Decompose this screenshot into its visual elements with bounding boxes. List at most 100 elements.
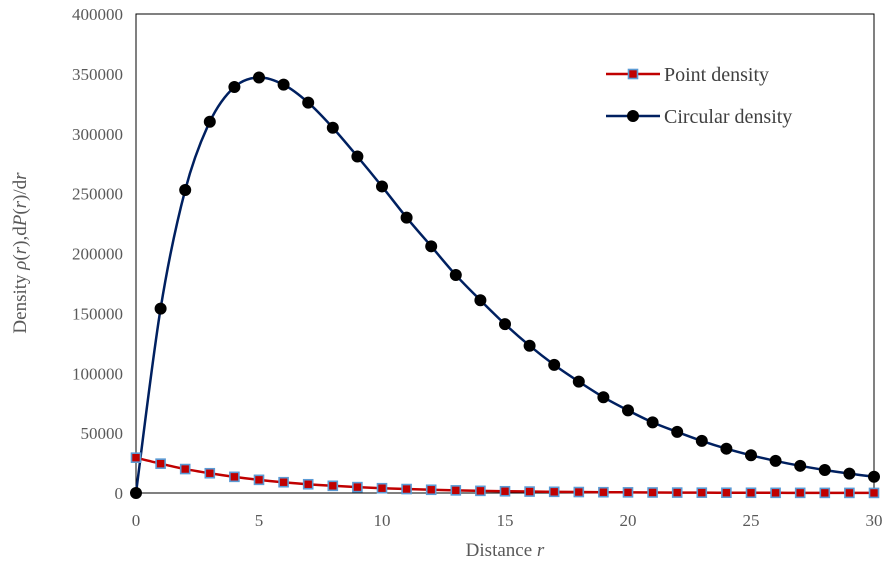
point-density-point <box>425 484 437 496</box>
point-density-point <box>696 487 708 498</box>
x-tick-label: 15 <box>497 511 514 530</box>
point-density-point <box>598 486 609 498</box>
y-tick-label: 50000 <box>81 424 124 443</box>
y-axis-title-part: ( <box>10 254 31 260</box>
point-density-point <box>573 486 585 498</box>
x-tick-label: 10 <box>374 511 391 530</box>
point-density-point <box>745 487 757 499</box>
point-density-point <box>376 482 388 494</box>
x-axis-title: Distance r <box>466 540 545 561</box>
circular-density-point <box>130 487 142 499</box>
point-density-point <box>475 485 486 497</box>
circular-density-point <box>400 211 413 224</box>
point-density-point <box>253 474 265 486</box>
point-density-point <box>794 487 806 499</box>
y-axis-title-part: ρ <box>10 261 31 271</box>
y-tick-label: 0 <box>115 484 124 503</box>
point-density-point <box>499 485 511 497</box>
point-density-point <box>548 486 560 498</box>
circular-density-point <box>499 318 511 331</box>
y-axis-title-part: r <box>10 246 31 254</box>
point-density-point <box>155 458 166 469</box>
circular-density-point <box>794 459 807 472</box>
circular-density-point <box>769 454 782 467</box>
x-tick-label: 25 <box>743 511 760 530</box>
y-axis-title-part: )/d <box>10 179 31 201</box>
circular-density-point <box>179 184 192 197</box>
point-density-point <box>622 487 634 498</box>
point-density-point <box>130 452 142 463</box>
point-density-point <box>524 486 535 497</box>
point-density-point <box>721 487 732 499</box>
circular-density-point <box>548 358 561 371</box>
point-density-point <box>204 467 216 479</box>
circular-density-point <box>253 71 265 84</box>
y-tick-label: 350000 <box>72 65 123 84</box>
y-axis-title-part: ( <box>10 208 31 214</box>
x-tick-label: 5 <box>255 511 264 530</box>
series-layer <box>130 71 880 499</box>
circular-density-point <box>818 464 831 477</box>
x-tick-label: 20 <box>620 511 637 530</box>
point-density-point <box>278 476 289 488</box>
x-axis-ticks: 0 5 10 15 20 25 30 <box>132 511 883 530</box>
point-density-series <box>130 452 880 499</box>
x-tick-label: 0 <box>132 511 141 530</box>
y-axis-title-part: r <box>10 172 31 180</box>
circular-density-point <box>351 150 364 163</box>
circular-density-point <box>474 294 487 307</box>
circular-density-point <box>646 416 659 429</box>
point-density-point <box>302 478 314 490</box>
circular-density-point <box>572 375 585 388</box>
circular-density-point <box>843 467 856 480</box>
x-axis-title-var: r <box>537 540 545 561</box>
x-tick-label: 30 <box>866 511 883 530</box>
point-density-point <box>401 483 412 495</box>
circular-density-point <box>425 240 438 253</box>
y-tick-label: 250000 <box>72 185 123 204</box>
legend-swatch-marker <box>627 68 639 80</box>
point-density-point <box>229 471 240 483</box>
point-density-point <box>327 480 339 492</box>
circular-density-point <box>597 391 610 404</box>
y-tick-label: 150000 <box>72 304 123 323</box>
y-tick-label: 100000 <box>72 364 123 383</box>
circular-density-point <box>302 96 315 109</box>
y-axis-title: Density ρ(r),dP(r)/dr <box>10 172 31 334</box>
circular-density-line <box>134 76 875 494</box>
circular-density-point <box>622 404 634 417</box>
circular-density-point <box>203 115 216 128</box>
circular-density-point <box>720 442 733 455</box>
circular-density-point <box>376 180 388 193</box>
y-axis-title-part: r <box>10 200 31 208</box>
point-density-point <box>352 481 363 493</box>
circular-density-point <box>449 269 462 282</box>
legend-item-point-density: Point density <box>606 64 769 86</box>
circular-density-point <box>671 425 684 438</box>
circular-density-point <box>326 121 339 134</box>
y-tick-label: 400000 <box>72 5 123 24</box>
point-density-point <box>179 463 191 475</box>
x-axis-title-text: Distance <box>466 540 537 561</box>
point-density-point <box>770 487 781 499</box>
y-axis-title-part: P <box>10 214 31 227</box>
circular-density-point <box>523 339 536 352</box>
circular-density-point <box>745 449 757 462</box>
point-density-point <box>868 487 880 499</box>
point-density-point <box>647 487 658 498</box>
point-density-point <box>844 487 855 499</box>
circular-density-point <box>154 302 167 315</box>
circular-density-point <box>868 470 880 483</box>
circular-density-point <box>228 81 241 94</box>
legend-label: Point density <box>664 64 769 86</box>
y-tick-label: 300000 <box>72 125 123 144</box>
legend-label: Circular density <box>664 106 792 128</box>
legend-item-circular-density: Circular density <box>606 106 792 128</box>
point-density-point <box>450 485 462 496</box>
circular-density-point <box>695 434 708 447</box>
point-density-point <box>819 487 831 499</box>
y-axis-title-part: ),d <box>10 226 31 247</box>
y-axis-title-part: Density <box>10 270 31 334</box>
y-tick-label: 200000 <box>72 245 123 264</box>
